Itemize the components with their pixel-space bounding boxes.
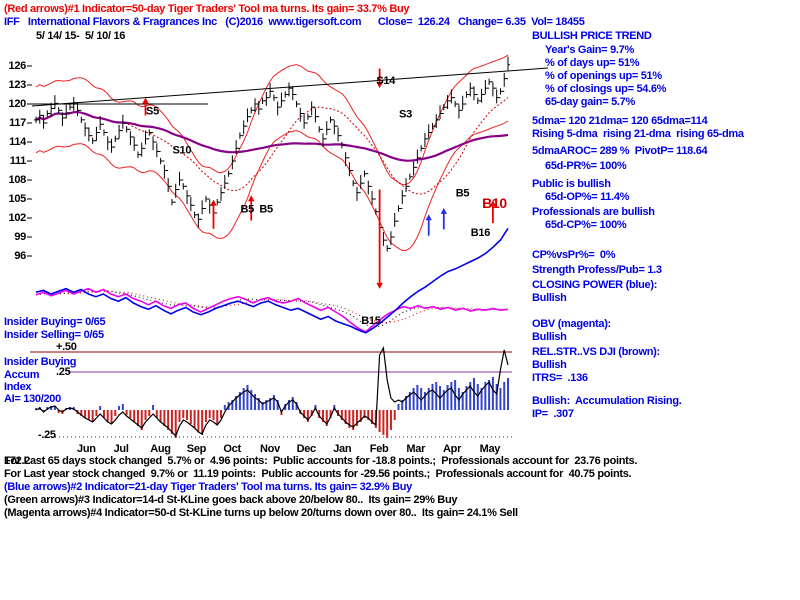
right-panel-line-5: 5dma= 120 21dma= 120 65dma=114 [532, 115, 708, 127]
left-label-1: Insider Selling= 0/65 [4, 329, 104, 341]
indicator1-red-arrows-line: (Red arrows)#1 Indicator=50-day Tiger Tr… [4, 3, 410, 15]
right-panel-line-19: REL.STR..VS DJI (brown): [532, 346, 660, 358]
right-panel-line-11: Professionals are bullish [532, 206, 655, 218]
bottom-line-3: (Blue arrows)#2 Indicator=21-day Tiger T… [4, 481, 412, 493]
month-label-may: May [479, 443, 501, 455]
ref-line-0 [31, 67, 549, 107]
bottom-line-1: For Last 65 days stock changed 5.7% or 4… [4, 455, 638, 467]
right-panel-line-1: % of days up= 51% [545, 57, 640, 69]
right-panel-line-10: 65d-OP%= 11.4% [545, 191, 630, 203]
month-label-nov: Nov [260, 443, 280, 455]
lower-band-line [35, 120, 509, 251]
ma65-line [35, 110, 509, 162]
month-label-apr: Apr [443, 443, 462, 455]
ticker-header-line: IFF International Flavors & Fragrances I… [4, 16, 585, 28]
month-label-aug: Aug [150, 443, 171, 455]
right-panel-line-18: Bullish [532, 331, 567, 343]
right-panel-line-6: Rising 5-dma rising 21-dma rising 65-dma [532, 128, 744, 140]
month-label-jan: Jan [333, 443, 352, 455]
price-axis-label-120: 120 [8, 98, 27, 110]
chart-annotation-b5: B5 [259, 204, 273, 216]
accumulation-index-line [35, 346, 509, 438]
obv-ma-dotted-black [35, 289, 508, 328]
month-label-jun: Jun [77, 443, 96, 455]
right-panel-line-0: Year's Gain= 9.7% [545, 44, 634, 56]
right-panel-line-9: Public is bullish [532, 178, 611, 190]
right-panel-line-17: OBV (magenta): [532, 318, 611, 330]
price-axis-label-111: 111 [9, 155, 27, 167]
chart-annotation-s10: S10 [172, 145, 191, 157]
chart-annotation-b5: B5 [456, 188, 470, 200]
chart-annotation-b10: B10 [482, 195, 507, 211]
left-label-8: -.25 [38, 429, 56, 441]
price-axis-label-126: 126 [8, 60, 27, 72]
obv-line [35, 287, 509, 333]
price-axis-label-123: 123 [8, 79, 27, 91]
chart-annotation-s14: S14 [376, 75, 396, 87]
right-panel-line-20: Bullish [532, 359, 567, 371]
month-label-dec: Dec [296, 443, 317, 455]
chart-annotation-s3: S3 [399, 109, 412, 121]
obv-ma-dotted-red [35, 290, 509, 324]
month-label-jul: Jul [113, 443, 129, 455]
month-label-oct: Oct [223, 443, 241, 455]
left-label-2: +.50 [56, 341, 77, 353]
right-panel-line-3: % of closings up= 54.6% [545, 83, 667, 95]
right-panel-line-8: 65d-PR%= 100% [545, 160, 627, 172]
price-axis-label-114: 114 [9, 136, 26, 148]
right-panel-line-15: CLOSING POWER (blue): [532, 279, 658, 291]
left-label-6: Index [4, 381, 32, 393]
right-panel-line-4: 65-day gain= 5.7% [545, 96, 635, 108]
month-label-sep: Sep [186, 443, 207, 455]
ma21-line [35, 97, 509, 195]
chart-annotation-s5: S5 [146, 105, 159, 117]
chart-annotation-b5: B5 [240, 204, 254, 216]
price-axis-label-96: 96 [14, 250, 26, 262]
closing-power-line [35, 227, 509, 334]
left-label-3: Insider Buying [4, 356, 77, 368]
month-label-feb: Feb [369, 443, 389, 455]
price-axis-label-108: 108 [8, 174, 27, 186]
month-label-mar: Mar [406, 443, 426, 455]
left-label-7: AI= 130/200 [4, 393, 61, 405]
left-label-0: Insider Buying= 0/65 [4, 316, 106, 328]
price-trend-title: BULLISH PRICE TREND [532, 30, 652, 42]
left-label-5: Accum [4, 369, 40, 381]
date-range: 5/ 14/ 15- 5/ 10/ 16 [36, 30, 126, 42]
right-panel-line-12: 65d-CP%= 100% [545, 219, 627, 231]
right-panel-line-13: CP%vsPr%= 0% [532, 249, 616, 261]
price-axis-label-102: 102 [8, 212, 27, 224]
bottom-line-5: (Magenta arrows)#4 Indicator=50-d St-KLi… [4, 507, 518, 519]
price-axis-label-99: 99 [14, 231, 26, 243]
upper-band-line [35, 54, 509, 186]
right-panel-line-16: Bullish [532, 292, 567, 304]
price-axis-label-105: 105 [8, 193, 27, 205]
right-panel-line-21: ITRS= .136 [532, 372, 588, 384]
bottom-line-2: For Last year stock changed 9.7% or 11.1… [4, 468, 632, 480]
right-panel-line-22: Bullish: Accumulation Rising. [532, 395, 682, 407]
bottom-line-4: (Green arrows)#3 Indicator=14-d St-KLine… [4, 494, 458, 506]
right-panel-line-14: Strength Profess/Pub= 1.3 [532, 264, 662, 276]
left-label-4: .25 [56, 366, 71, 378]
price-axis-label-117: 117 [9, 117, 26, 129]
bottom-line-0: 172.2 [4, 455, 31, 467]
right-panel-line-2: % of openings up= 51% [545, 70, 662, 82]
right-panel-line-23: IP= .307 [532, 408, 574, 420]
right-panel-line-7: 5dmaAROC= 289 % PivotP= 118.64 [532, 145, 708, 157]
chart-annotation-b15: B15 [361, 315, 380, 327]
chart-annotation-b16: B16 [471, 227, 490, 239]
